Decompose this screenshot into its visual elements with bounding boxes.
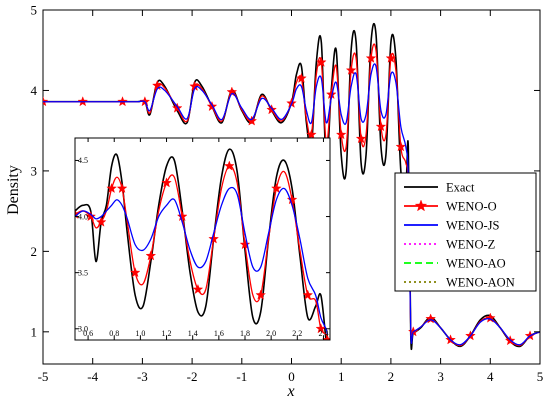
inset-series-exact-line: [75, 148, 329, 340]
inset-weno-o-marker: [161, 177, 172, 188]
inset-weno-o-marker: [85, 210, 96, 222]
main-weno-o-marker: [365, 52, 377, 63]
legend-entries: Exact WENO-O WENO-JS WENO-Z WENO-AO WENO-AON: [404, 181, 515, 290]
inset-series-clip: [75, 148, 330, 340]
inset-plot-frame: [74, 137, 331, 341]
legend-star-marker: [414, 199, 428, 212]
inset-x-tick-label: 1.8: [240, 329, 250, 338]
main-x-tick-label: -3: [137, 369, 148, 384]
inset-x-tick-label: 1.0: [135, 329, 145, 338]
legend: Exact WENO-O WENO-JS WENO-Z WENO-AO WENO-AON: [394, 172, 537, 292]
inset-background: [75, 138, 330, 340]
main-weno-o-marker: [375, 121, 387, 132]
main-weno-o-marker: [484, 312, 496, 323]
main-series-clip: [43, 22, 540, 351]
main-weno-o-marker: [296, 72, 307, 83]
main-weno-o-marker: [171, 102, 183, 113]
inset-weno-o-marker: [95, 216, 107, 227]
inset-y-tick-label: 3.0: [78, 325, 88, 334]
inset-x-tick-label: 0.8: [109, 329, 119, 338]
legend-label: WENO-Z: [446, 238, 495, 252]
legend-item-weno-aon: WENO-AON: [404, 276, 515, 290]
inset-plot: 0.6 0.8 1.0 1.2 1.4 1.6 1.8 2.0 2.2 2.4 3.0 3.5 4.0…: [74, 137, 331, 341]
main-y-tick-label: 4: [31, 83, 38, 98]
inset-weno-o-marker: [116, 182, 128, 194]
main-x-ticks: -5 -4 -3 -2 -1 0 1 2 3 4 5: [38, 10, 544, 384]
legend-label: WENO-JS: [446, 219, 500, 233]
inset-weno-o-marker: [176, 210, 188, 222]
legend-label: Exact: [446, 181, 475, 195]
inset-x-tick-label: 2.4: [318, 329, 328, 338]
main-weno-o-marker: [266, 104, 277, 115]
main-weno-o-marker: [306, 129, 317, 140]
main-weno-o-marker: [385, 52, 397, 63]
inset-weno-o-marker: [255, 289, 266, 300]
main-x-tick-label: 0: [288, 369, 295, 384]
main-series-weno-js-line: [43, 63, 540, 346]
x-axis-label: x: [286, 383, 294, 400]
inset-series-weno-js-line: [75, 186, 329, 335]
inset-weno-o-marker: [224, 160, 235, 171]
inset-x-tick-label: 2.2: [292, 329, 302, 338]
inset-x-tick-label: 1.2: [162, 329, 172, 338]
main-y-tick-label: 1: [31, 324, 38, 339]
legend-item-weno-js: WENO-JS: [404, 219, 500, 233]
main-x-tick-label: -4: [87, 369, 98, 384]
inset-weno-o-marker: [271, 182, 282, 194]
legend-label: WENO-AON: [446, 276, 515, 290]
inset-weno-o-marker: [145, 250, 157, 261]
main-weno-o-marker: [152, 80, 163, 91]
inset-y-tick-label: 4.5: [78, 156, 88, 165]
main-x-tick-label: 2: [388, 369, 395, 384]
legend-item-weno-ao: WENO-AO: [404, 257, 506, 271]
main-y-tick-label: 5: [31, 3, 38, 18]
inset-y-tick-label: 4.0: [78, 212, 88, 221]
legend-label: WENO-O: [446, 200, 497, 214]
main-y-tick-label: 2: [31, 244, 38, 259]
main-weno-o-marker: [345, 64, 357, 75]
main-weno-o-marker: [425, 313, 436, 324]
inset-weno-o-marker: [302, 289, 314, 300]
main-x-tick-label: -1: [236, 369, 247, 384]
main-x-tick-label: 1: [338, 369, 345, 384]
inset-x-tick-label: 2.0: [266, 329, 276, 338]
legend-item-exact: Exact: [404, 181, 475, 195]
main-x-tick-label: 4: [487, 369, 494, 384]
main-y-tick-label: 3: [31, 163, 38, 178]
inset-weno-o-marker: [192, 283, 204, 295]
legend-box: [394, 172, 537, 292]
y-axis-label: Density: [5, 165, 22, 215]
main-weno-o-marker: [355, 133, 367, 144]
inset-x-tick-label: 1.6: [214, 329, 224, 338]
inset-weno-o-marker: [239, 239, 251, 250]
legend-item-weno-o: WENO-O: [404, 199, 497, 214]
legend-label: WENO-AO: [446, 257, 506, 271]
inset-x-ticks: 0.6 0.8 1.0 1.2 1.4 1.6 1.8 2.0 2.2 2.4: [83, 138, 328, 340]
inset-y-tick-label: 3.5: [78, 268, 88, 277]
inset-weno-o-marker: [315, 323, 327, 334]
main-x-tick-label: -2: [187, 369, 198, 384]
inset-x-tick-label: 0.6: [83, 329, 93, 338]
main-weno-o-marker: [316, 56, 327, 67]
main-y-ticks: 1 2 3 4 5: [31, 3, 540, 339]
inset-y-ticks: 3.0 3.5 4.0 4.5: [75, 156, 330, 334]
main-x-tick-label: 5: [537, 369, 544, 384]
main-weno-o-marker: [335, 129, 347, 140]
inset-weno-o-marker: [208, 233, 219, 244]
main-weno-o-marker: [246, 115, 258, 126]
legend-item-weno-z: WENO-Z: [404, 238, 495, 252]
inset-series-group: [75, 148, 330, 340]
main-plot: -5 -4 -3 -2 -1 0 1 2 3 4 5 1 2 3 4 5 x Density: [5, 3, 543, 400]
main-series-group: [43, 22, 540, 351]
inset-weno-o-marker: [106, 182, 117, 194]
main-x-tick-label: 3: [437, 369, 444, 384]
inset-weno-o-marker: [129, 267, 141, 278]
inset-x-tick-label: 1.4: [188, 329, 198, 338]
main-weno-o-marker: [395, 141, 407, 152]
inset-weno-o-marker: [286, 194, 298, 205]
main-x-tick-label: -5: [38, 369, 49, 384]
